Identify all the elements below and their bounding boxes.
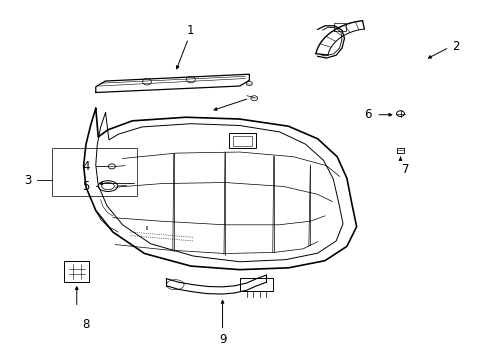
Bar (52, 148, 137, 196)
Text: 9: 9 (218, 333, 226, 346)
Text: 5: 5 (82, 180, 89, 193)
Bar (228, 134, 255, 148)
Text: II: II (145, 226, 148, 231)
Text: 6: 6 (363, 108, 370, 121)
Text: 3: 3 (24, 174, 31, 186)
Bar (64, 261, 89, 282)
Bar (232, 136, 251, 146)
Text: 7: 7 (401, 163, 408, 176)
Bar (239, 278, 272, 291)
Text: 8: 8 (82, 318, 89, 331)
Text: 1: 1 (187, 23, 194, 37)
Text: 2: 2 (451, 40, 458, 53)
Text: 4: 4 (82, 160, 90, 173)
